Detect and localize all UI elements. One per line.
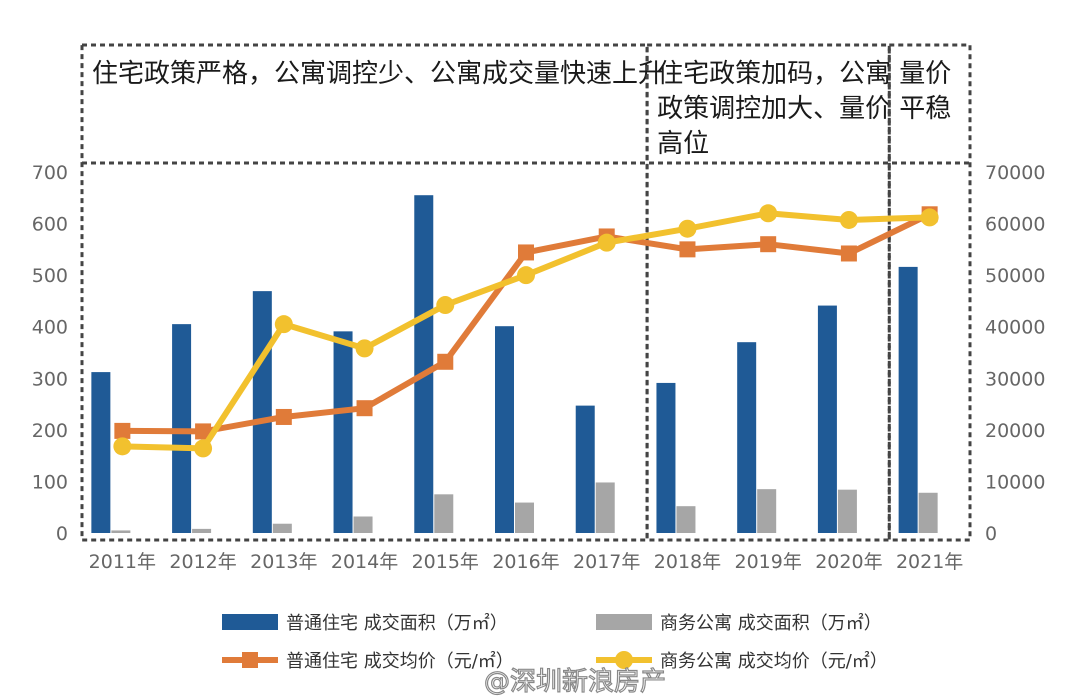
y-left-tick-label: 300 [32,368,68,390]
y-right-tick-label: 60000 [985,214,1045,236]
y-left-tick-label: 100 [32,471,68,493]
legend-label: 普通住宅 成交均价（元/㎡） [286,650,514,672]
y-right-tick-label: 20000 [985,420,1045,442]
bar [837,489,857,533]
legend: 普通住宅 成交面积（万㎡） 商务公寓 成交面积（万㎡） 普通住宅 成交均价（元/㎡）… [222,612,888,672]
x-tick-label: 2018年 [654,551,721,573]
bar [918,492,938,533]
period-label: 量价 [899,59,951,89]
line-point [274,315,293,334]
line-point [195,423,212,440]
y-right-tick-label: 30000 [985,368,1045,390]
bar [656,382,676,533]
y-left-tick-label: 200 [32,420,68,442]
y-left-tick-label: 500 [32,265,68,287]
bar [414,195,434,533]
period-box [887,43,972,542]
x-tick-label: 2017年 [573,551,640,573]
y-left-tick-label: 0 [56,523,68,545]
line-point [678,219,697,238]
x-tick-label: 2014年 [331,551,398,573]
line-point [436,296,455,315]
x-tick-label: 2013年 [250,551,317,573]
bar [111,530,131,533]
legend-marker [242,652,258,668]
period-boxes: 住宅政策严格，公寓调控少、公寓成交量快速上升住宅政策加码，公寓政策调控加大、量价… [80,43,972,542]
x-tick-label: 2012年 [169,551,236,573]
period-label: 高位 [657,129,709,159]
y-left-tick-label: 600 [32,214,68,236]
bar [252,291,272,533]
y-right-tick-label: 40000 [985,317,1045,339]
bar [575,405,595,533]
bar [515,502,534,533]
period-label: 住宅政策严格，公寓调控少、公寓成交量快速上升 [92,59,664,89]
legend-marker [615,651,633,669]
y-right-tick-label: 70000 [985,162,1045,184]
bar [272,523,292,533]
x-tick-label: 2015年 [412,551,479,573]
y-left-tick-label: 400 [32,317,68,339]
line-point [920,208,939,227]
bar [757,489,777,533]
bar [333,331,353,533]
y-left-tick-label: 700 [32,162,68,184]
bar [495,326,514,533]
line-point [517,266,535,285]
line-point [839,210,858,229]
line-point [437,353,454,370]
line-point [113,437,132,456]
bar [676,506,696,533]
bar [353,516,373,533]
period-label: 政策调控加大、量价 [657,94,891,124]
line-point [679,241,696,258]
y-right-tick-label: 0 [985,523,997,545]
bar [434,494,454,533]
bar [737,342,757,533]
bar [192,528,212,533]
line-point [355,339,374,358]
watermark-text: @深圳新浪房产 [484,667,666,697]
x-tick-label: 2016年 [492,551,559,573]
legend-swatch [222,614,278,630]
line-point [840,245,857,262]
x-tick-label: 2021年 [896,551,963,573]
y-right-tick-label: 50000 [985,265,1045,287]
legend-label: 普通住宅 成交面积（万㎡） [286,612,508,634]
period-label: 平稳 [899,94,951,124]
x-tick-label: 2011年 [89,551,156,573]
line-point [194,439,213,458]
line-point [518,244,534,261]
bars [91,195,938,533]
line-point [356,400,373,417]
y-right-tick-label: 10000 [985,471,1045,493]
watermark: @深圳新浪房产 [483,666,666,697]
x-tick-label: 2020年 [815,551,882,573]
legend-swatch [596,614,652,630]
bar [817,305,837,533]
line-point [275,408,292,425]
x-tick-label: 2019年 [735,551,802,573]
period-label: 住宅政策加码，公寓 [657,59,891,89]
line-point [114,422,131,439]
bar [91,372,111,533]
period-box [80,43,649,542]
lines [113,204,939,458]
legend-label: 商务公寓 成交面积（万㎡） [660,612,882,634]
bar [595,482,615,533]
axes: 0 100 200 300 400 500 600 700 0 10000 20000 30000 40… [32,162,1046,573]
legend-label: 商务公寓 成交均价（元/㎡） [660,650,888,672]
line-point [760,236,777,253]
bar [898,266,918,533]
line-point [759,204,778,223]
line-point [597,233,616,252]
